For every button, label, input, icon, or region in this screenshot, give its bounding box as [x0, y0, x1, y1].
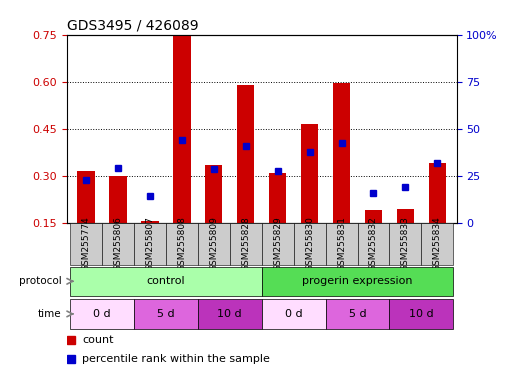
- Text: GSM255807: GSM255807: [145, 217, 154, 271]
- FancyBboxPatch shape: [326, 299, 389, 329]
- FancyBboxPatch shape: [389, 223, 421, 265]
- Text: progerin expression: progerin expression: [302, 276, 413, 286]
- Text: count: count: [82, 335, 114, 345]
- Text: 10 d: 10 d: [409, 309, 433, 319]
- Bar: [269, 172, 286, 223]
- FancyBboxPatch shape: [421, 223, 453, 265]
- Text: protocol: protocol: [19, 276, 62, 286]
- Text: control: control: [146, 276, 185, 286]
- Text: 10 d: 10 d: [218, 309, 242, 319]
- FancyBboxPatch shape: [70, 266, 262, 296]
- FancyBboxPatch shape: [230, 223, 262, 265]
- Text: GSM255832: GSM255832: [369, 217, 378, 271]
- FancyBboxPatch shape: [102, 223, 134, 265]
- Text: GSM255806: GSM255806: [113, 217, 122, 271]
- FancyBboxPatch shape: [70, 223, 102, 265]
- Bar: [397, 209, 414, 223]
- Bar: [109, 176, 127, 223]
- Text: GSM255834: GSM255834: [433, 217, 442, 271]
- Text: 5 d: 5 d: [349, 309, 366, 319]
- Text: GSM255829: GSM255829: [273, 217, 282, 271]
- Text: GSM255828: GSM255828: [241, 217, 250, 271]
- FancyBboxPatch shape: [134, 223, 166, 265]
- Text: 0 d: 0 d: [93, 309, 111, 319]
- Bar: [301, 124, 319, 223]
- Text: 0 d: 0 d: [285, 309, 302, 319]
- Bar: [237, 85, 254, 223]
- Text: GSM255833: GSM255833: [401, 217, 410, 271]
- Bar: [333, 83, 350, 223]
- FancyBboxPatch shape: [358, 223, 389, 265]
- FancyBboxPatch shape: [326, 223, 358, 265]
- Bar: [77, 171, 95, 223]
- Text: time: time: [38, 309, 62, 319]
- FancyBboxPatch shape: [262, 223, 293, 265]
- Text: GSM255830: GSM255830: [305, 217, 314, 271]
- FancyBboxPatch shape: [262, 299, 326, 329]
- Bar: [141, 221, 159, 223]
- Text: GDS3495 / 426089: GDS3495 / 426089: [67, 18, 199, 32]
- Bar: [205, 165, 223, 223]
- FancyBboxPatch shape: [389, 299, 453, 329]
- FancyBboxPatch shape: [198, 299, 262, 329]
- Text: GSM255808: GSM255808: [177, 217, 186, 271]
- Bar: [365, 210, 382, 223]
- FancyBboxPatch shape: [198, 223, 230, 265]
- Text: GSM255774: GSM255774: [82, 217, 90, 271]
- FancyBboxPatch shape: [262, 266, 453, 296]
- Bar: [173, 36, 190, 223]
- FancyBboxPatch shape: [293, 223, 326, 265]
- Text: GSM255809: GSM255809: [209, 217, 218, 271]
- Text: 5 d: 5 d: [157, 309, 174, 319]
- FancyBboxPatch shape: [166, 223, 198, 265]
- FancyBboxPatch shape: [134, 299, 198, 329]
- Text: percentile rank within the sample: percentile rank within the sample: [82, 354, 270, 364]
- Bar: [428, 163, 446, 223]
- FancyBboxPatch shape: [70, 299, 134, 329]
- Text: GSM255831: GSM255831: [337, 217, 346, 271]
